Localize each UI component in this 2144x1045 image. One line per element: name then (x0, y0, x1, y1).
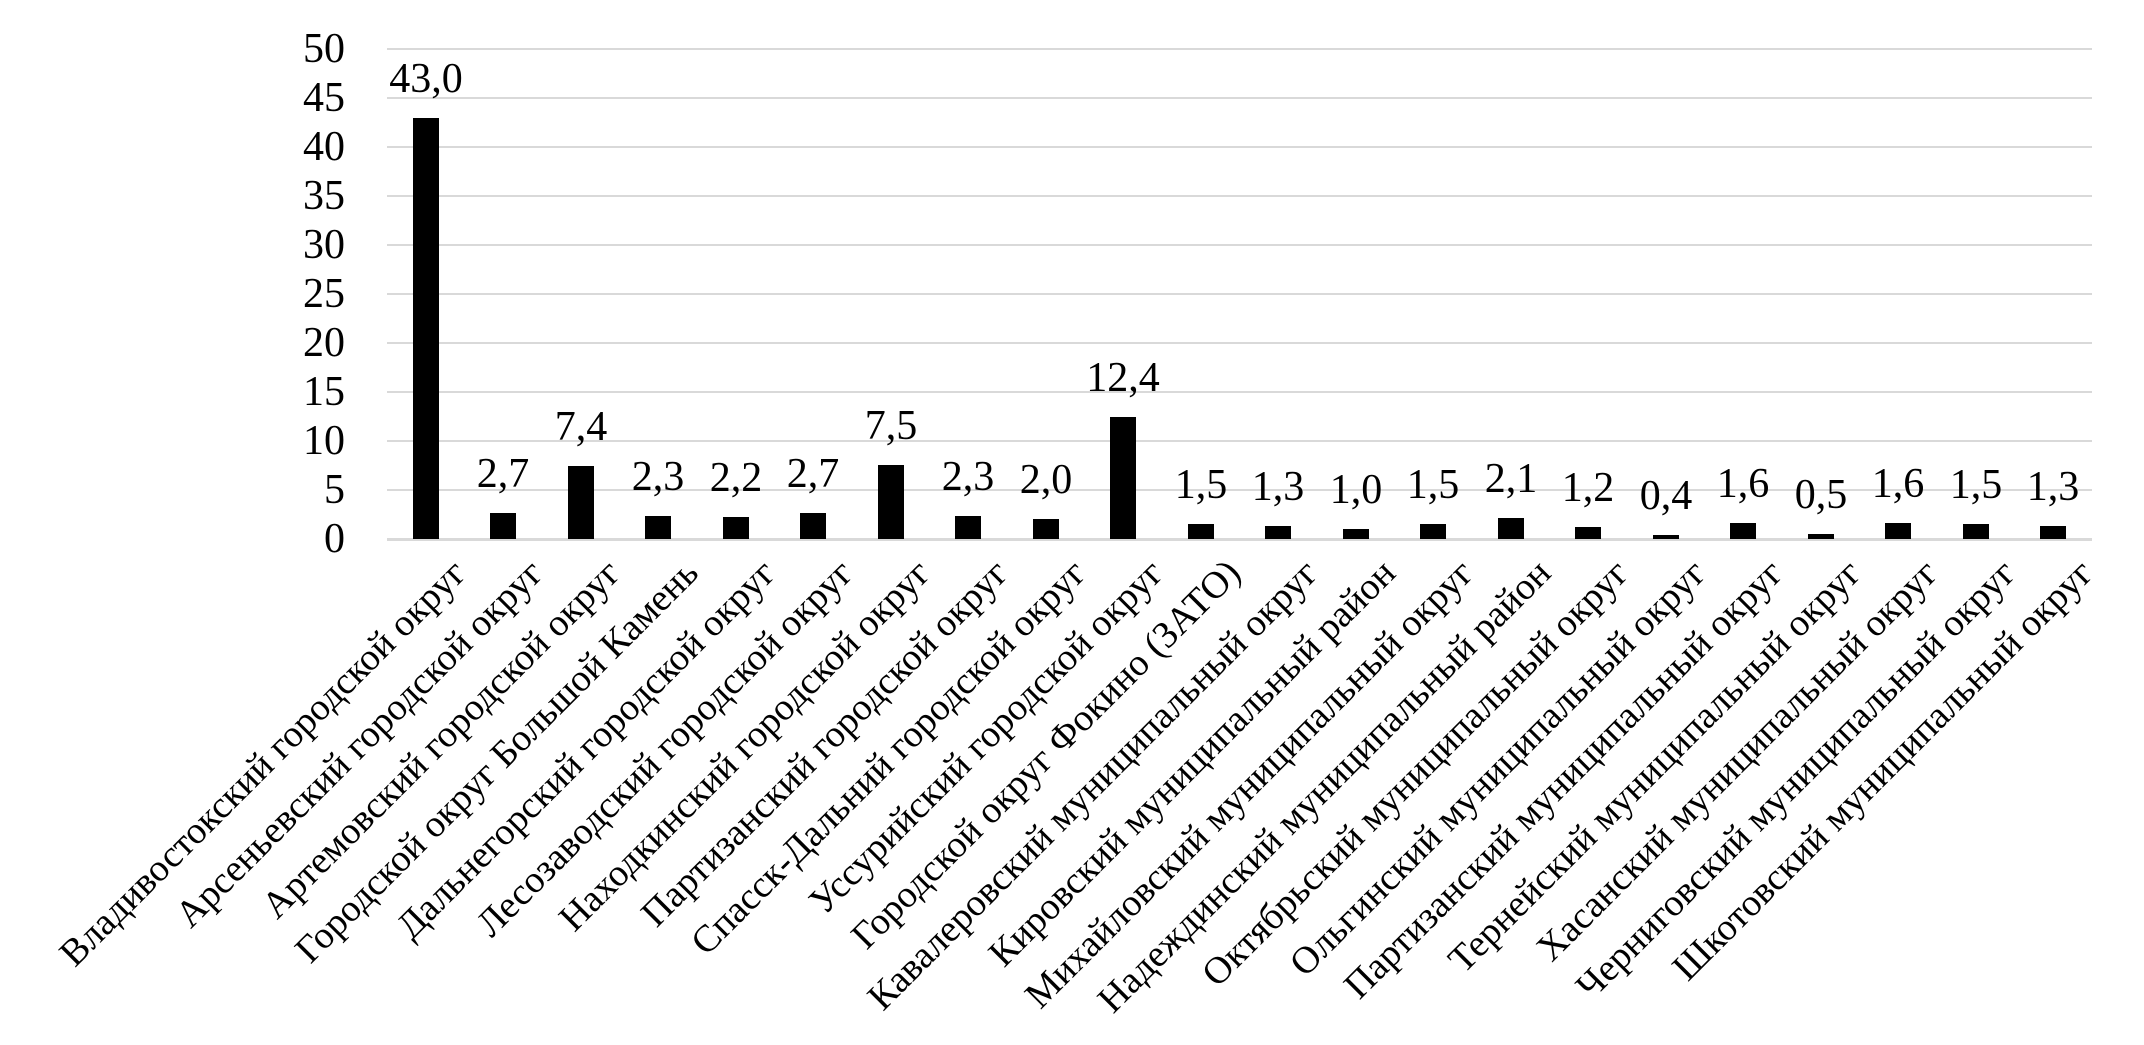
bar (1498, 518, 1524, 539)
bar (1343, 529, 1369, 539)
bar-value-label: 2,7 (786, 451, 840, 497)
bar-value-label: 1,3 (1251, 464, 1305, 510)
y-axis-tick-label: 35 (303, 173, 345, 219)
bar (1033, 519, 1059, 539)
gridline (387, 293, 2092, 295)
gridline (387, 391, 2092, 393)
gridline (387, 97, 2092, 99)
bar (1653, 535, 1679, 539)
bar-value-label: 43,0 (389, 56, 463, 102)
bar (1963, 524, 1989, 539)
bar-value-label: 7,4 (554, 404, 608, 450)
y-axis-tick-label: 0 (324, 516, 345, 562)
bar (413, 118, 439, 539)
bar-value-label: 1,0 (1329, 467, 1383, 513)
bar-value-label: 1,6 (1871, 461, 1925, 507)
bar (1808, 534, 1834, 539)
y-axis-tick-label: 45 (303, 75, 345, 121)
bar (955, 516, 981, 539)
bar-value-label: 2,3 (631, 454, 685, 500)
bar-value-label: 1,5 (1949, 462, 2003, 508)
gridline (387, 440, 2092, 442)
bar-value-label: 2,1 (1484, 456, 1538, 502)
bar-value-label: 2,3 (941, 454, 995, 500)
bar-value-label: 1,3 (2026, 464, 2080, 510)
bar (800, 513, 826, 539)
bar (568, 466, 594, 539)
gridline (387, 146, 2092, 148)
y-axis-tick-label: 50 (303, 26, 345, 72)
bar (490, 513, 516, 539)
y-axis-tick-label: 25 (303, 271, 345, 317)
bar-value-label: 1,2 (1561, 465, 1615, 511)
bar (1420, 524, 1446, 539)
gridline (387, 48, 2092, 50)
bar (1575, 527, 1601, 539)
bar-value-label: 2,2 (709, 455, 763, 501)
bar-value-label: 1,5 (1174, 462, 1228, 508)
bar (1265, 526, 1291, 539)
y-axis-tick-label: 15 (303, 369, 345, 415)
y-axis-tick-label: 5 (324, 467, 345, 513)
bar-value-label: 0,4 (1639, 473, 1693, 519)
y-axis-tick-label: 10 (303, 418, 345, 464)
bar (878, 465, 904, 539)
bar (1730, 523, 1756, 539)
bar-value-label: 1,6 (1716, 461, 1770, 507)
bar (1188, 524, 1214, 539)
gridline (387, 244, 2092, 246)
bar-value-label: 2,7 (476, 451, 530, 497)
gridline (387, 195, 2092, 197)
gridline (387, 538, 2092, 541)
bar-value-label: 7,5 (864, 403, 918, 449)
gridline (387, 342, 2092, 344)
bar (1885, 523, 1911, 539)
y-axis-tick-label: 40 (303, 124, 345, 170)
bar-value-label: 2,0 (1019, 457, 1073, 503)
y-axis-tick-label: 20 (303, 320, 345, 366)
bar-value-label: 1,5 (1406, 462, 1460, 508)
y-axis-tick-label: 30 (303, 222, 345, 268)
bar (1110, 417, 1136, 539)
bar-value-label: 0,5 (1794, 472, 1848, 518)
bar (645, 516, 671, 539)
bar-value-label: 12,4 (1086, 355, 1160, 401)
gridline (387, 489, 2092, 491)
bar (723, 517, 749, 539)
bar (2040, 526, 2066, 539)
